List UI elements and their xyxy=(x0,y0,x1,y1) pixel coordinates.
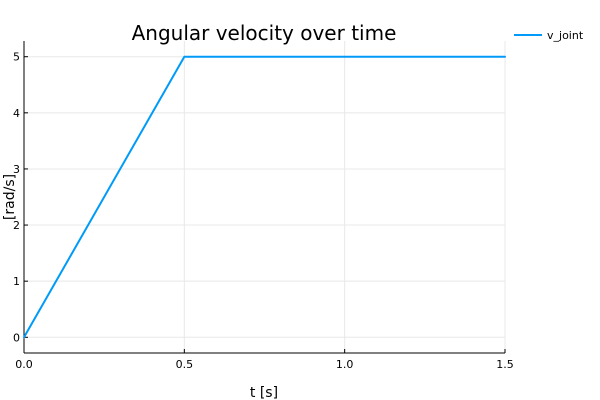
y-tick-label: 3 xyxy=(13,163,20,176)
x-tick-label: 1.0 xyxy=(336,358,354,371)
y-tick-label: 4 xyxy=(13,107,20,120)
y-tick-label: 1 xyxy=(13,275,20,288)
x-tick-label: 0.0 xyxy=(15,358,33,371)
x-tick-label: 1.5 xyxy=(496,358,514,371)
legend: v_joint xyxy=(514,29,584,42)
grid-layer xyxy=(23,41,506,353)
axes-layer xyxy=(23,41,505,354)
series-line-v-joint xyxy=(23,55,506,339)
x-axis-label: t [s] xyxy=(250,385,278,400)
series-layer xyxy=(23,55,506,339)
y-tick-label: 2 xyxy=(13,219,20,232)
ticks-layer: 0.0 0.5 1.0 1.5 0 1 2 3 4 5 xyxy=(13,51,514,371)
chart-title: Angular velocity over time xyxy=(132,21,397,45)
legend-label-v-joint: v_joint xyxy=(547,29,584,42)
y-tick-label: 0 xyxy=(13,331,20,344)
x-tick-label: 0.5 xyxy=(176,358,194,371)
y-axis-label: [rad/s] xyxy=(2,174,18,220)
y-tick-label: 5 xyxy=(13,51,20,64)
